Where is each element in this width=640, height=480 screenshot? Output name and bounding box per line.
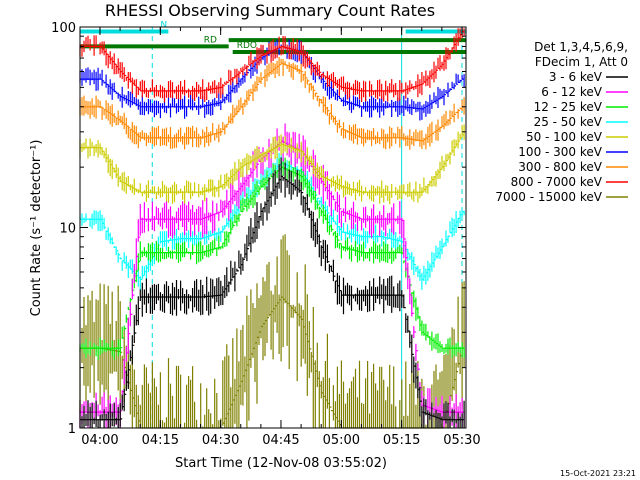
x-tick-label-6: 05:15: [383, 433, 420, 448]
legend-label-3: 12 - 25 keV: [534, 100, 603, 114]
y-tick-label-3: 100: [51, 21, 76, 36]
x-tick-label-7: 05:30: [443, 433, 480, 448]
x-axis-label: Start Time (12-Nov-08 03:55:02): [175, 456, 387, 471]
flag-label-rdo: RDO: [237, 41, 257, 51]
legend-label-8: 800 - 7000 keV: [511, 175, 603, 189]
legend-label-9: 7000 - 15000 keV: [495, 190, 602, 204]
legend-label-4: 25 - 50 keV: [534, 115, 603, 129]
y-axis-label: Count Rate (s⁻¹ detector⁻¹): [29, 140, 44, 317]
x-tick-label-5: 05:00: [323, 433, 360, 448]
plot-timestamp: 15-Oct-2021 23:21: [560, 469, 636, 478]
chart-title: RHESSI Observing Summary Count Rates: [105, 1, 435, 20]
y-tick-label-2: 10: [59, 222, 76, 237]
series-layer: [79, 27, 465, 429]
x-tick-label-2: 04:15: [142, 433, 179, 448]
legend-label-5: 50 - 100 keV: [526, 130, 603, 144]
legend-header-line-2: FDecim 1, Att 0: [535, 55, 628, 69]
legend-header-line-1: Det 1,3,4,5,6,9,: [534, 40, 628, 54]
y-tick-label-1: 1: [68, 422, 76, 437]
x-tick-label-3: 04:30: [202, 433, 239, 448]
legend-label-7: 300 - 800 keV: [518, 160, 602, 174]
flag-label-rd: RD: [204, 35, 217, 45]
legend-label-1: 3 - 6 keV: [549, 70, 603, 84]
x-tick-label-4: 04:45: [262, 433, 299, 448]
legend-label-2: 6 - 12 keV: [541, 85, 603, 99]
legend: Det 1,3,4,5,6,9, FDecim 1, Att 0 3 - 6 k…: [495, 40, 628, 204]
legend-label-6: 100 - 300 keV: [518, 145, 602, 159]
axis-ticks: 04:00 04:15 04:30 04:45 05:00 05:15 05:30 1 10 10…: [51, 21, 481, 448]
x-tick-label-1: 04:00: [81, 433, 118, 448]
flag-label-n: N: [160, 20, 167, 30]
